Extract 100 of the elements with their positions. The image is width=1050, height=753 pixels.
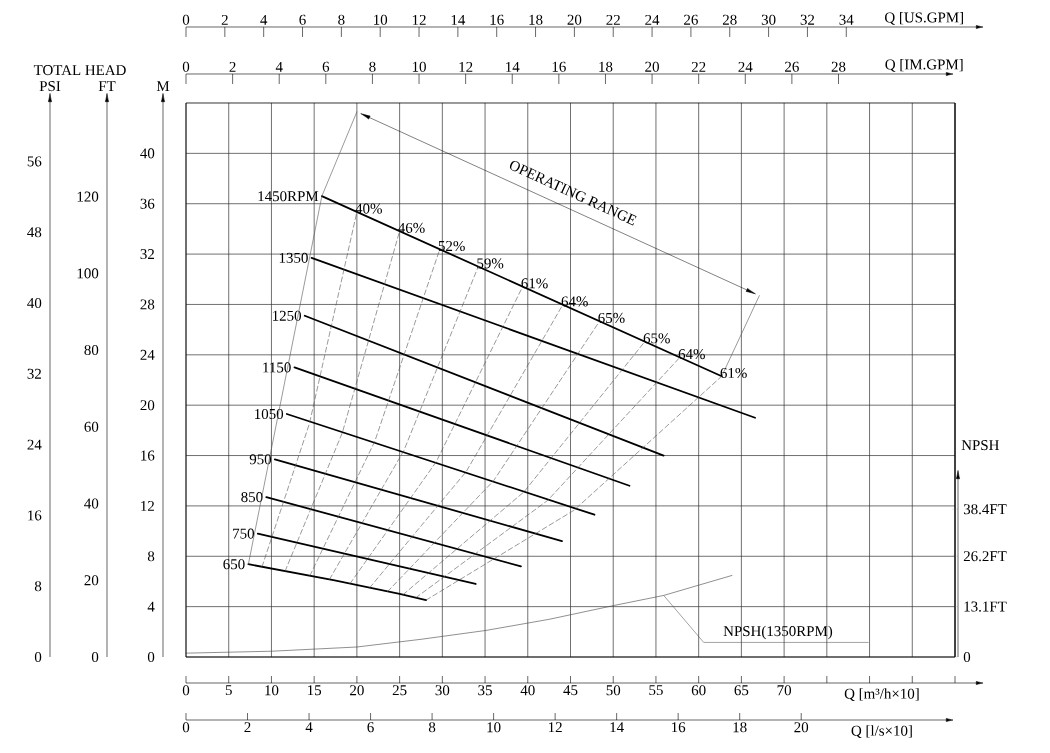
annotation: 61% [720,367,747,379]
x2-tick-label: 8 [369,61,376,72]
x-tick-label: 0 [182,685,190,696]
x-tick-label: 10 [265,685,279,696]
annotation: 64% [678,349,705,360]
y2-axis-title: NPSH [961,440,999,451]
series-label: 850 [241,492,263,503]
y-tick-label: 40 [27,297,42,309]
series-label: 1250 [272,310,301,321]
y2-axis-title: FT [98,81,116,91]
x-tick-label: 2 [244,722,251,733]
y-tick-label: 8 [34,581,42,592]
text: TOTAL HEAD [33,65,126,76]
series-label: 950 [249,454,272,465]
x2-tick-label: 2 [229,61,236,72]
x2-tick-label: 18 [599,61,613,72]
y2-tick-label: 60 [84,421,99,432]
series-label: 1350 [279,252,308,263]
y-tick-label: 56 [27,156,42,167]
x2-tick-label: 28 [722,14,737,25]
x2-axis-title: Q [US.GPM] [885,12,963,25]
series-label: 750 [233,528,255,539]
x2-tick-label: 26 [785,61,799,72]
x-tick-label: 18 [733,722,747,733]
x-tick-label: 14 [610,722,624,733]
x-tick-label: 65 [734,685,749,696]
y-tick-label: 32 [27,368,41,379]
x2-tick-label: 12 [459,61,473,72]
x-tick-label: 30 [435,685,450,696]
x2-tick-label: 30 [761,14,776,25]
y2-tick-label: 0 [91,651,99,663]
y-axis-title: M [156,81,170,91]
x-tick-label: 55 [649,685,663,696]
annotation: 65% [643,333,670,344]
x-tick-label: 16 [672,722,686,733]
x2-tick-label: 26 [684,14,698,25]
x2-tick-label: 6 [322,61,330,72]
y-tick-label: 8 [147,551,155,562]
x-tick-label: 20 [794,722,809,733]
y-tick-label: 4 [147,601,155,612]
y-tick-label: 24 [27,439,42,450]
series-label: 1450RPM [258,191,319,202]
y-tick-label: 24 [140,349,155,360]
x2-tick-label: 34 [839,14,854,25]
y-tick-label: 16 [28,510,42,521]
x-axis-title: Q [m³/h×10] [844,688,919,701]
annotation: 46% [398,222,425,233]
x2-tick-label: 20 [645,61,659,72]
annotation: 65% [598,312,625,323]
x-tick-label: 40 [520,685,535,696]
y2-tick-label: 80 [84,345,99,356]
x2-tick-label: 10 [374,14,388,25]
y2-tick-label: 26.2FT [963,551,1007,562]
y-tick-label: 36 [140,198,155,209]
y-tick-label: 32 [140,249,154,260]
y2-tick-label: 13.1FT [964,601,1007,612]
x2-tick-label: 16 [552,61,566,72]
y2-tick-label: 100 [77,268,99,279]
x2-tick-label: 28 [831,61,846,72]
x2-tick-label: 8 [338,14,345,25]
y-tick-label: 40 [140,148,155,159]
y2-tick-label: 20 [84,575,99,586]
x-tick-label: 20 [350,685,364,696]
y-axis-title: PSI [39,81,61,92]
y2-tick-label: 0 [963,651,971,663]
x-tick-label: 25 [392,685,407,696]
annotation: 40% [355,203,382,214]
x2-tick-label: 16 [490,14,504,25]
annotation: 52% [438,240,465,252]
y-tick-label: 16 [141,450,155,461]
y2-tick-label: 120 [77,191,99,202]
x2-tick-label: 22 [606,14,620,25]
line-series [247,563,427,601]
y-tick-label: 12 [141,500,154,511]
y-tick-label: 0 [147,651,155,663]
x2-tick-label: 14 [451,14,466,25]
x2-tick-label: 14 [506,61,520,72]
y-tick-label: 0 [34,651,42,663]
x2-axis-title: Q [IM.GPM] [885,59,963,72]
x-tick-label: 15 [308,685,322,696]
x-axis-title: Q [l/s×10] [851,725,912,738]
y-tick-label: 48 [27,227,42,238]
x-tick-label: 10 [487,722,501,733]
text: NPSH(1350RPM) [723,625,833,640]
x2-tick-label: 0 [182,14,190,25]
x2-tick-label: 2 [221,14,228,25]
annotation: 61% [521,278,548,289]
x-tick-label: 70 [777,685,792,696]
x2-tick-label: 18 [529,14,543,25]
y2-tick-label: 38.4FT [963,504,1007,515]
x2-tick-label: 6 [299,14,306,25]
x2-tick-label: 20 [567,14,582,25]
x-tick-label: 12 [548,722,562,733]
x-tick-label: 45 [563,685,578,696]
series-label: 650 [223,559,245,570]
y-tick-label: 20 [140,400,155,411]
x-tick-label: 6 [367,722,374,733]
x2-tick-label: 12 [412,14,426,25]
x2-tick-label: 32 [800,14,815,25]
x2-tick-label: 4 [275,61,283,72]
